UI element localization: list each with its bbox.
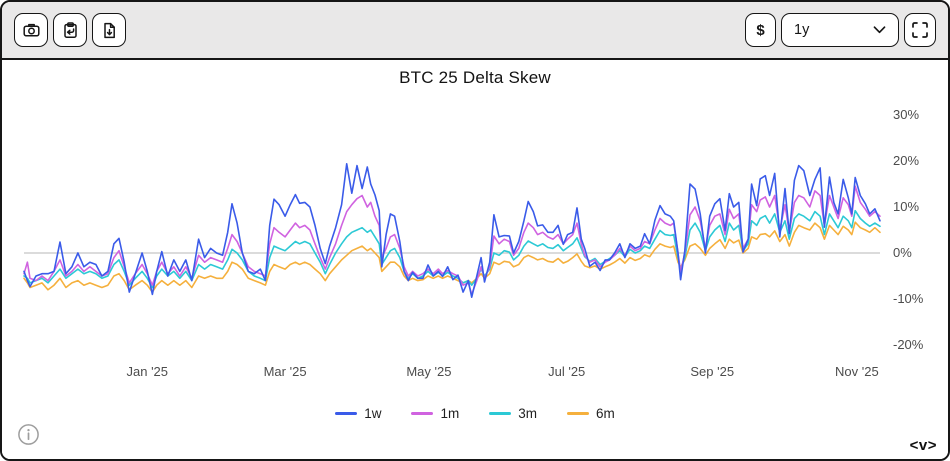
y-tick-label: 10% (893, 199, 920, 214)
timeframe-select[interactable]: 1y (781, 13, 899, 47)
currency-toggle-button[interactable]: $ (745, 13, 776, 47)
legend-label: 1m (440, 406, 460, 421)
info-icon (17, 423, 40, 447)
download-csv-button[interactable] (92, 13, 126, 47)
legend-label: 6m (596, 406, 615, 421)
y-tick-label: 0% (893, 245, 912, 260)
y-tick-label: -10% (893, 291, 924, 306)
velo-logo[interactable]: <v> (909, 437, 937, 454)
series-line-6m (23, 221, 881, 293)
chart-area: BTC 25 Delta Skew 1w 1m 3m 6m <v> 30% 20% 10%… (2, 60, 948, 459)
camera-icon (22, 21, 41, 40)
legend-swatch-6m (567, 412, 590, 415)
toolbar-right-group: $ 1y (745, 13, 936, 47)
x-tick-label: Nov '25 (835, 364, 879, 379)
x-tick-label: Sep '25 (690, 364, 735, 379)
x-tick-label: Jan '25 (126, 364, 169, 379)
chart-title: BTC 25 Delta Skew (399, 68, 551, 87)
x-tick-label: Mar '25 (263, 364, 307, 379)
legend-swatch-1m (411, 412, 434, 415)
y-tick-label: 30% (893, 107, 920, 122)
toolbar: $ 1y (2, 2, 948, 60)
fullscreen-icon (911, 21, 929, 39)
legend-item-6m[interactable]: 6m (567, 406, 615, 421)
screenshot-button[interactable] (14, 13, 48, 47)
toolbar-left-group (14, 13, 126, 47)
y-tick-label: 20% (893, 153, 920, 168)
legend-label: 3m (518, 406, 538, 421)
info-button[interactable] (17, 423, 41, 447)
legend-item-1w[interactable]: 1w (335, 406, 381, 421)
series-line-1w (23, 162, 881, 298)
y-tick-label: -20% (893, 337, 924, 352)
fullscreen-button[interactable] (904, 13, 936, 47)
legend-swatch-1w (335, 412, 358, 415)
legend-swatch-3m (489, 412, 512, 415)
dollar-label: $ (756, 21, 765, 39)
legend-item-1m[interactable]: 1m (411, 406, 459, 421)
clipboard-copy-icon (61, 21, 80, 40)
plot-canvas (23, 162, 881, 298)
chevron-down-icon (873, 26, 886, 34)
file-download-icon (100, 21, 119, 40)
timeframe-value: 1y (794, 22, 810, 38)
x-tick-label: May '25 (406, 364, 452, 379)
legend-item-3m[interactable]: 3m (489, 406, 537, 421)
copy-to-clipboard-button[interactable] (53, 13, 87, 47)
chart-legend: 1w 1m 3m 6m (2, 406, 948, 421)
legend-label: 1w (364, 406, 382, 421)
x-tick-label: Jul '25 (548, 364, 586, 379)
